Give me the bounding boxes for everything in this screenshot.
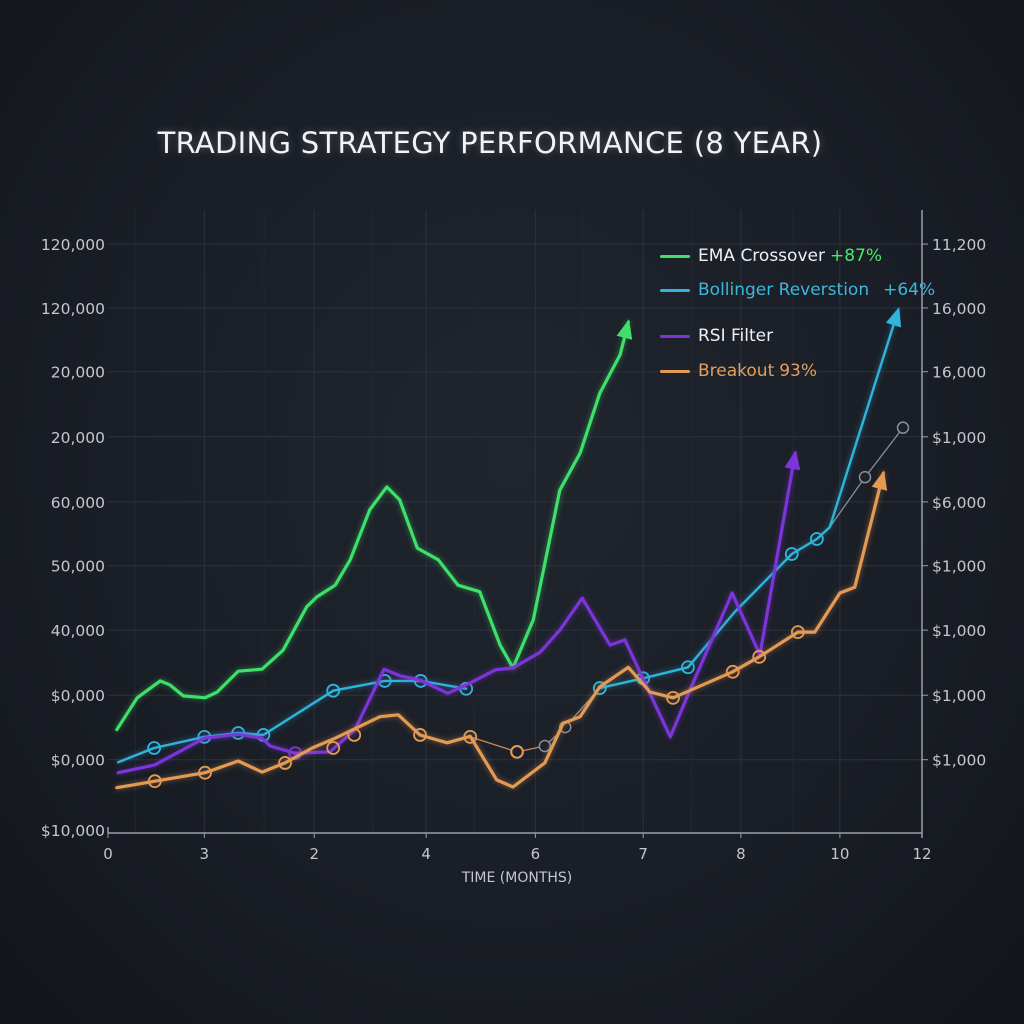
series-marker-bollinger-reverstion <box>681 660 695 675</box>
y-tick-label-left: 60,000 <box>51 494 105 512</box>
legend-item-bollinger-reversion: Bollinger Reverstion +64% <box>660 280 935 300</box>
series-line-ema-crossover <box>115 320 630 732</box>
legend-percent: 93% <box>779 361 818 381</box>
y-tick-label-right: 11,200 <box>932 236 986 254</box>
x-tick-label: 4 <box>421 845 431 863</box>
series-line-breakout <box>115 471 885 790</box>
x-tick-label: 8 <box>736 845 746 863</box>
series-line-bollinger-reverstion <box>598 308 900 690</box>
legend-swatch-breakout <box>660 369 690 373</box>
series-marker-breakout <box>147 774 162 789</box>
y-tick-label-right: $1,000 <box>932 752 986 770</box>
series-line-rsi-filter <box>116 451 797 775</box>
x-tick-label: 7 <box>638 845 648 863</box>
arrowhead-icon-bollinger-reverstion <box>885 307 902 328</box>
y-tick-label-right: $1,000 <box>932 687 986 705</box>
y-tick-label-left: 40,000 <box>51 622 105 640</box>
y-tick-label-left: $0,000 <box>51 752 105 770</box>
legend-label: Breakout <box>698 361 775 381</box>
series-marker-breakout <box>278 756 292 770</box>
chart-title: TRADING STRATEGY PERFORMANCE (8 YEAR) <box>157 126 823 160</box>
x-axis-label: TIME (MONTHS) <box>461 870 573 886</box>
y-tick-label-right: $1,000 <box>932 558 986 576</box>
x-tick-label: 0 <box>103 845 113 863</box>
y-tick-label-left: $0,000 <box>51 687 105 705</box>
series-marker-breakout <box>413 728 427 742</box>
legend-item-ema-crossover: EMA Crossover +87% <box>660 246 882 266</box>
series-marker-breakout <box>510 744 524 759</box>
y-tick-label-right: $1,000 <box>932 622 986 640</box>
legend-percent: +64% <box>883 280 936 300</box>
series-marker-bollinger-reverstion <box>413 674 428 688</box>
legend-swatch-bollinger <box>660 288 690 292</box>
legend-label: EMA Crossover <box>698 246 825 266</box>
series-marker-breakout <box>725 664 740 679</box>
series-marker-bollinger-reverstion <box>784 547 799 561</box>
x-tick-label: 6 <box>531 845 541 863</box>
series-line-bollinger-reverstion <box>116 679 468 764</box>
series-marker-breakout <box>463 730 478 744</box>
y-tick-label-left: 20,000 <box>51 364 105 382</box>
series-marker-bollinger-reverstion <box>147 741 162 755</box>
y-tick-label-left: 120,000 <box>41 236 105 254</box>
series-marker-breakout <box>752 649 767 664</box>
connector-marker <box>896 421 910 434</box>
arrowhead-icon-ema-crossover <box>616 319 633 340</box>
x-tick-label: 12 <box>912 845 931 863</box>
y-tick-label-right: 16,000 <box>932 364 986 382</box>
x-tick-label: 2 <box>309 845 319 863</box>
series-marker-breakout <box>666 690 680 705</box>
y-tick-label-left: 120,000 <box>41 300 105 318</box>
legend-label: RSI Filter <box>698 326 774 346</box>
x-tick-label: 10 <box>830 845 849 863</box>
series-marker-bollinger-reverstion <box>592 681 607 695</box>
x-tick-label: 3 <box>200 845 210 863</box>
series-marker-breakout <box>198 765 212 780</box>
y-tick-label-left: $10,000 <box>41 822 105 840</box>
series-marker-breakout <box>790 625 805 639</box>
y-tick-label-right: $1,000 <box>932 429 986 447</box>
series-marker-bollinger-reverstion <box>809 532 824 546</box>
arrowhead-icon-breakout <box>871 470 888 491</box>
connector-line <box>470 736 545 753</box>
y-tick-label-right: $6,000 <box>932 494 986 512</box>
y-tick-label-left: 50,000 <box>51 558 105 576</box>
y-tick-label-left: 20,000 <box>51 429 105 447</box>
connector-marker <box>538 739 552 753</box>
legend-item-rsi-filter: RSI Filter <box>660 326 778 346</box>
series-marker-breakout <box>347 728 362 742</box>
y-tick-label-right: 16,000 <box>932 300 986 318</box>
legend-swatch-rsi <box>660 334 690 338</box>
series-marker-bollinger-reverstion <box>326 683 341 698</box>
series-marker-breakout <box>326 741 341 755</box>
legend-swatch-ema <box>660 254 690 258</box>
arrowhead-icon-rsi-filter <box>784 450 801 471</box>
connector-marker <box>858 470 872 484</box>
series-marker-bollinger-reverstion <box>231 726 246 740</box>
legend-percent: +87% <box>829 246 882 266</box>
legend-label: Bollinger Reverstion <box>698 280 870 300</box>
legend-item-breakout: Breakout 93% <box>660 361 817 381</box>
